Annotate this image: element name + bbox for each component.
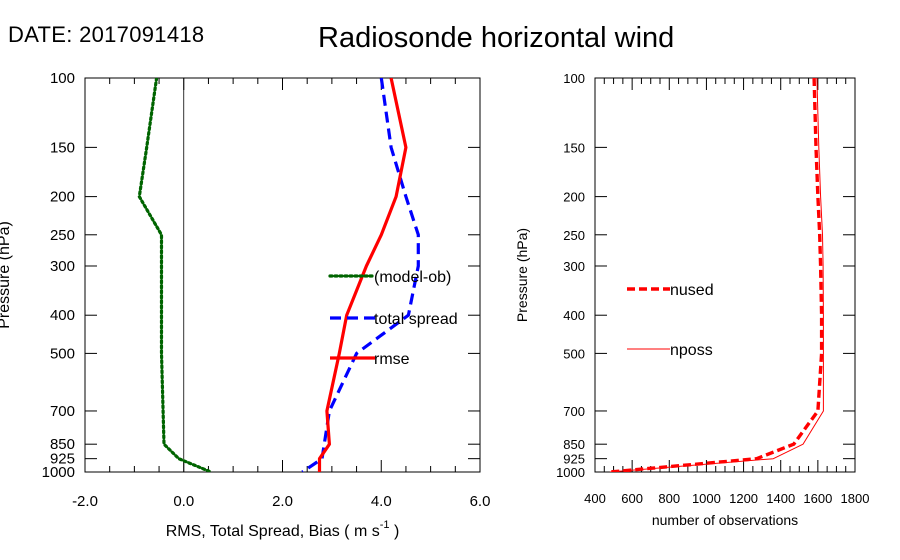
y-tick-label: 250 [50, 227, 75, 244]
series-line-nused [609, 78, 824, 472]
y-tick-label: 100 [50, 70, 75, 87]
series-line-total-spread [301, 78, 420, 472]
x-tick-label: 6.0 [470, 493, 491, 510]
x-tick-label: 600 [621, 491, 643, 506]
y-tick-label: 500 [563, 346, 585, 361]
series-line-npossy [609, 78, 824, 472]
y-tick-label: 400 [563, 308, 585, 323]
y-tick-label: 300 [50, 258, 75, 275]
y-tick-label: 850 [563, 437, 585, 452]
y-tick-label: 700 [50, 403, 75, 420]
y-axis-label: Pressure (hPa) [0, 221, 13, 329]
chart-title: Radiosonde horizontal wind [318, 22, 675, 54]
legend-label: total spread [374, 311, 458, 328]
y-tick-label: 925 [50, 451, 75, 468]
x-tick-label: 800 [658, 491, 680, 506]
y-tick-label: 1000 [556, 465, 585, 480]
y-tick-label: 300 [563, 259, 585, 274]
date-label: DATE: 2017091418 [8, 22, 205, 47]
y-tick-label: 700 [563, 404, 585, 419]
legend-label: (model-ob) [374, 269, 451, 286]
legend-label: nposs [670, 342, 713, 359]
y-tick-label: 1000 [42, 464, 75, 481]
y-tick-label: 850 [50, 436, 75, 453]
x-axis-label: RMS, Total Spread, Bias ( m s-1 ) [166, 519, 400, 540]
series-line-model-ob [137, 78, 213, 472]
y-tick-label: 925 [563, 452, 585, 467]
x-tick-label: 1600 [803, 491, 832, 506]
y-tick-label: 150 [563, 140, 585, 155]
y-tick-label: 200 [50, 189, 75, 206]
legend-label: rmse [374, 351, 410, 368]
x-tick-label: 1000 [692, 491, 721, 506]
x-tick-label: 0.0 [173, 493, 194, 510]
y-tick-label: 500 [50, 345, 75, 362]
x-tick-label: -2.0 [72, 493, 98, 510]
x-tick-label: 4.0 [371, 493, 392, 510]
x-axis-label: number of observations [652, 512, 798, 528]
y-tick-label: 200 [563, 190, 585, 205]
x-tick-label: 1400 [766, 491, 795, 506]
series-line-rmse [317, 78, 408, 472]
x-tick-label: 2.0 [272, 493, 293, 510]
y-tick-label: 150 [50, 139, 75, 156]
y-tick-label: 400 [50, 307, 75, 324]
plot-frame [594, 77, 856, 473]
x-tick-label: 1200 [729, 491, 758, 506]
x-tick-label: 1800 [841, 491, 870, 506]
x-tick-label: 400 [584, 491, 606, 506]
y-tick-label: 250 [563, 228, 585, 243]
y-axis-label: Pressure (hPa) [514, 228, 530, 322]
y-tick-label: 100 [563, 71, 585, 86]
legend-label: nused [670, 282, 714, 299]
